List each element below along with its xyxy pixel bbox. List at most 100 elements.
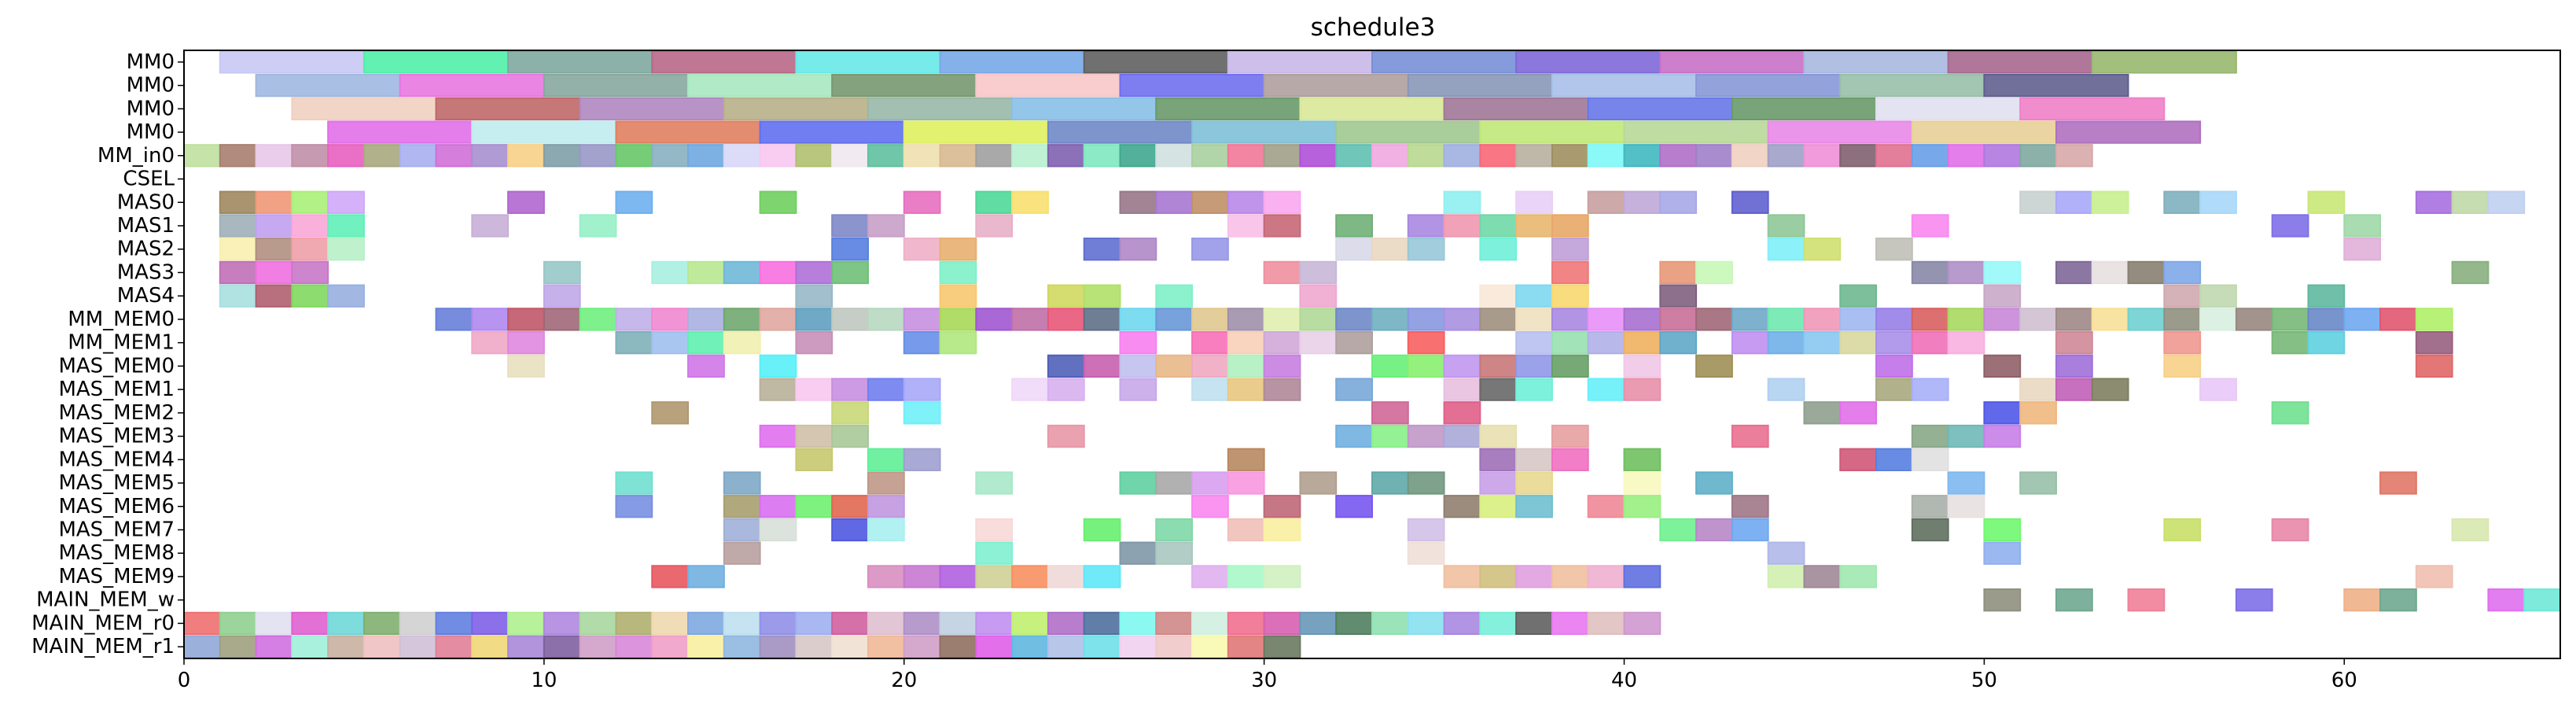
task-bar	[291, 190, 329, 214]
task-bar	[2343, 214, 2382, 238]
task-bar	[1191, 635, 1229, 658]
task-bar	[1335, 238, 1374, 261]
task-bar	[903, 565, 941, 588]
task-bar	[2019, 97, 2166, 121]
task-bar	[1479, 308, 1518, 331]
task-bar	[1911, 120, 2057, 144]
task-bar	[2127, 588, 2166, 612]
task-bar	[651, 401, 690, 425]
task-bar	[1551, 284, 1589, 308]
task-bar	[1191, 144, 1229, 168]
task-bar	[543, 284, 581, 308]
task-bar	[831, 424, 869, 448]
task-bar	[723, 635, 761, 658]
task-bar	[1515, 330, 1553, 355]
task-bar	[1839, 401, 1878, 425]
task-bar	[1551, 611, 1589, 636]
task-bar	[1263, 495, 1301, 518]
task-bar	[1623, 144, 1662, 168]
task-bar	[687, 635, 725, 658]
task-bar	[759, 308, 797, 331]
task-bar	[1623, 190, 1662, 214]
task-bar	[903, 448, 941, 471]
task-bar	[1623, 611, 1662, 636]
y-tick-label: MAS1	[117, 214, 175, 238]
task-bar	[219, 260, 257, 285]
task-bar	[1155, 611, 1194, 636]
task-bar	[831, 495, 869, 518]
task-bar	[831, 238, 869, 261]
task-bar	[327, 144, 365, 168]
task-bar	[1191, 330, 1229, 355]
task-bar	[507, 190, 545, 214]
task-bar	[1911, 260, 1949, 285]
task-bar	[1371, 424, 1409, 448]
task-bar	[1587, 190, 1625, 214]
task-bar	[2019, 308, 2057, 331]
task-bar	[2127, 260, 2166, 285]
task-bar	[219, 190, 257, 214]
task-bar	[255, 284, 293, 308]
task-bar	[1839, 308, 1878, 331]
task-bar	[1407, 518, 1445, 542]
task-bar	[1119, 611, 1157, 636]
task-bar	[2271, 518, 2309, 542]
task-bar	[2451, 518, 2490, 542]
task-bar	[1839, 284, 1878, 308]
task-bar	[1731, 424, 1769, 448]
task-bar	[2019, 471, 2057, 495]
task-bar	[1011, 635, 1049, 658]
task-bar	[183, 635, 221, 658]
task-bar	[435, 611, 473, 636]
task-bar	[723, 260, 761, 285]
task-bar	[1191, 565, 1229, 588]
task-bar	[975, 611, 1014, 636]
task-bar	[1227, 378, 1265, 401]
task-bar	[1803, 330, 1842, 355]
task-bar	[2523, 588, 2562, 612]
task-bar	[1371, 354, 1409, 378]
task-bar	[723, 144, 761, 168]
task-bar	[1083, 635, 1121, 658]
task-bar	[219, 50, 365, 74]
task-bar	[1695, 73, 1842, 98]
task-bar	[831, 73, 977, 98]
task-bar	[543, 308, 581, 331]
task-bar	[1587, 97, 1733, 121]
task-bar	[1911, 308, 1949, 331]
task-bar	[1191, 120, 1338, 144]
task-bar	[1767, 541, 1805, 565]
task-bar	[2163, 330, 2202, 355]
task-bar	[579, 308, 617, 331]
task-bar	[1083, 354, 1121, 378]
task-bar	[723, 308, 761, 331]
task-bar	[1767, 214, 1805, 238]
task-bar	[1623, 354, 1662, 378]
task-bar	[1731, 190, 1769, 214]
y-tick-label: MAS_MEM8	[58, 541, 175, 565]
task-bar	[2379, 471, 2417, 495]
y-tick-label: MAS2	[117, 238, 175, 261]
task-bar	[867, 97, 1014, 121]
task-bar	[1299, 260, 1338, 285]
task-bar	[1263, 330, 1301, 355]
task-bar	[831, 611, 869, 636]
task-bar	[1119, 330, 1157, 355]
task-bar	[1479, 238, 1518, 261]
task-bar	[939, 308, 977, 331]
task-bar	[1839, 144, 1878, 168]
task-bar	[1515, 354, 1553, 378]
task-bar	[255, 73, 401, 98]
task-bar	[435, 144, 473, 168]
task-bar	[255, 238, 293, 261]
task-bar	[1947, 50, 2093, 74]
task-bar	[1983, 260, 2022, 285]
task-bar	[867, 495, 905, 518]
task-bar	[543, 635, 581, 658]
y-tick-label: MAS_MEM1	[58, 378, 175, 401]
task-bar	[1695, 260, 1733, 285]
task-bar	[2019, 190, 2057, 214]
task-bar	[1047, 378, 1085, 401]
